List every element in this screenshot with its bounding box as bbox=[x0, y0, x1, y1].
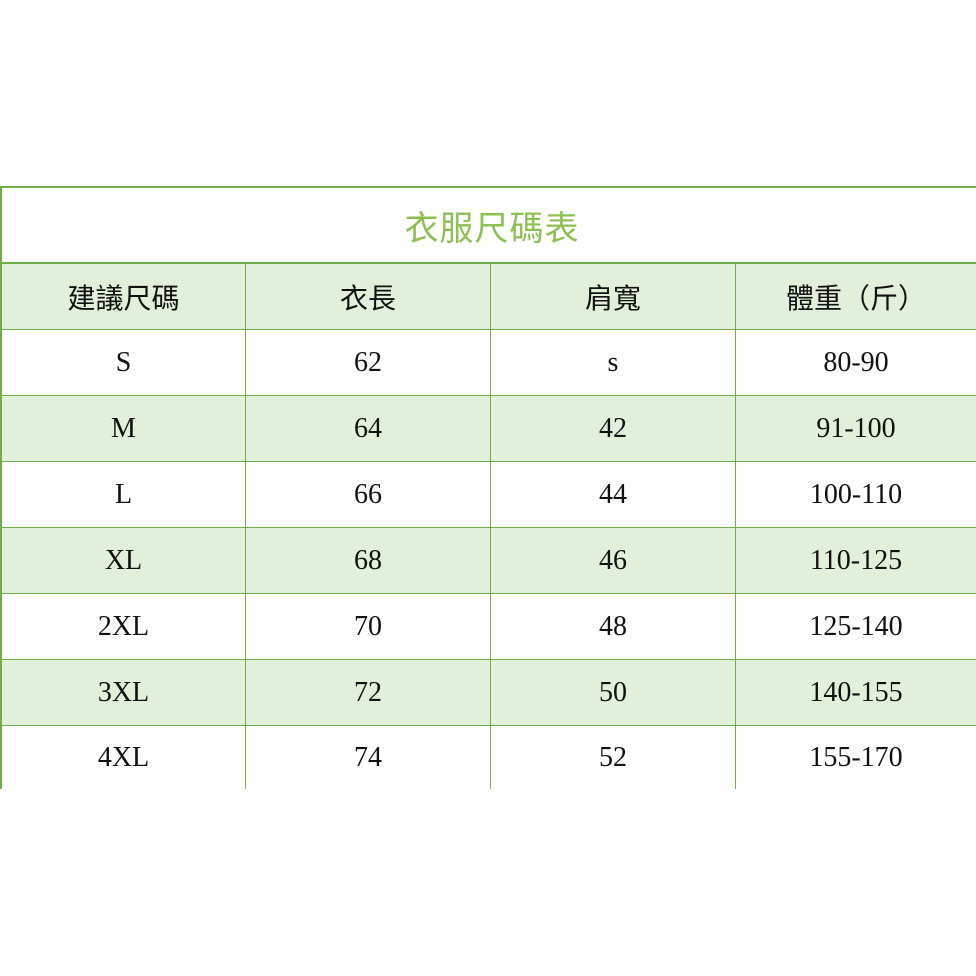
header-length: 衣長 bbox=[245, 264, 490, 329]
cell-weight: 125-140 bbox=[735, 594, 976, 659]
cell-shoulder: 48 bbox=[490, 594, 735, 659]
cell-size: 2XL bbox=[0, 594, 245, 659]
size-chart-table: 衣服尺碼表 建議尺碼 衣長 肩寬 體重（斤） S 62 s 80-90 M 64 42 91-… bbox=[0, 186, 976, 789]
header-row: 建議尺碼 衣長 肩寬 體重（斤） bbox=[0, 264, 976, 330]
cell-size: L bbox=[0, 462, 245, 527]
header-size: 建議尺碼 bbox=[0, 264, 245, 329]
table-row: 3XL 72 50 140-155 bbox=[0, 660, 976, 726]
header-weight: 體重（斤） bbox=[735, 264, 976, 329]
cell-size: M bbox=[0, 396, 245, 461]
table-title: 衣服尺碼表 bbox=[0, 186, 976, 264]
cell-weight: 91-100 bbox=[735, 396, 976, 461]
table-row: S 62 s 80-90 bbox=[0, 330, 976, 396]
cell-length: 74 bbox=[245, 726, 490, 789]
header-shoulder: 肩寬 bbox=[490, 264, 735, 329]
cell-length: 66 bbox=[245, 462, 490, 527]
table-row: XL 68 46 110-125 bbox=[0, 528, 976, 594]
table-row: 4XL 74 52 155-170 bbox=[0, 726, 976, 789]
cell-shoulder: 44 bbox=[490, 462, 735, 527]
table-row: M 64 42 91-100 bbox=[0, 396, 976, 462]
cell-weight: 80-90 bbox=[735, 330, 976, 395]
cell-length: 62 bbox=[245, 330, 490, 395]
cell-length: 64 bbox=[245, 396, 490, 461]
cell-shoulder: 46 bbox=[490, 528, 735, 593]
cell-shoulder: 52 bbox=[490, 726, 735, 789]
cell-weight: 100-110 bbox=[735, 462, 976, 527]
table-row: 2XL 70 48 125-140 bbox=[0, 594, 976, 660]
cell-length: 70 bbox=[245, 594, 490, 659]
cell-weight: 110-125 bbox=[735, 528, 976, 593]
cell-shoulder: 50 bbox=[490, 660, 735, 725]
cell-shoulder: 42 bbox=[490, 396, 735, 461]
cell-size: 4XL bbox=[0, 726, 245, 789]
cell-length: 72 bbox=[245, 660, 490, 725]
cell-weight: 155-170 bbox=[735, 726, 976, 789]
cell-size: 3XL bbox=[0, 660, 245, 725]
cell-shoulder: s bbox=[490, 330, 735, 395]
cell-length: 68 bbox=[245, 528, 490, 593]
cell-weight: 140-155 bbox=[735, 660, 976, 725]
table-row: L 66 44 100-110 bbox=[0, 462, 976, 528]
cell-size: XL bbox=[0, 528, 245, 593]
cell-size: S bbox=[0, 330, 245, 395]
